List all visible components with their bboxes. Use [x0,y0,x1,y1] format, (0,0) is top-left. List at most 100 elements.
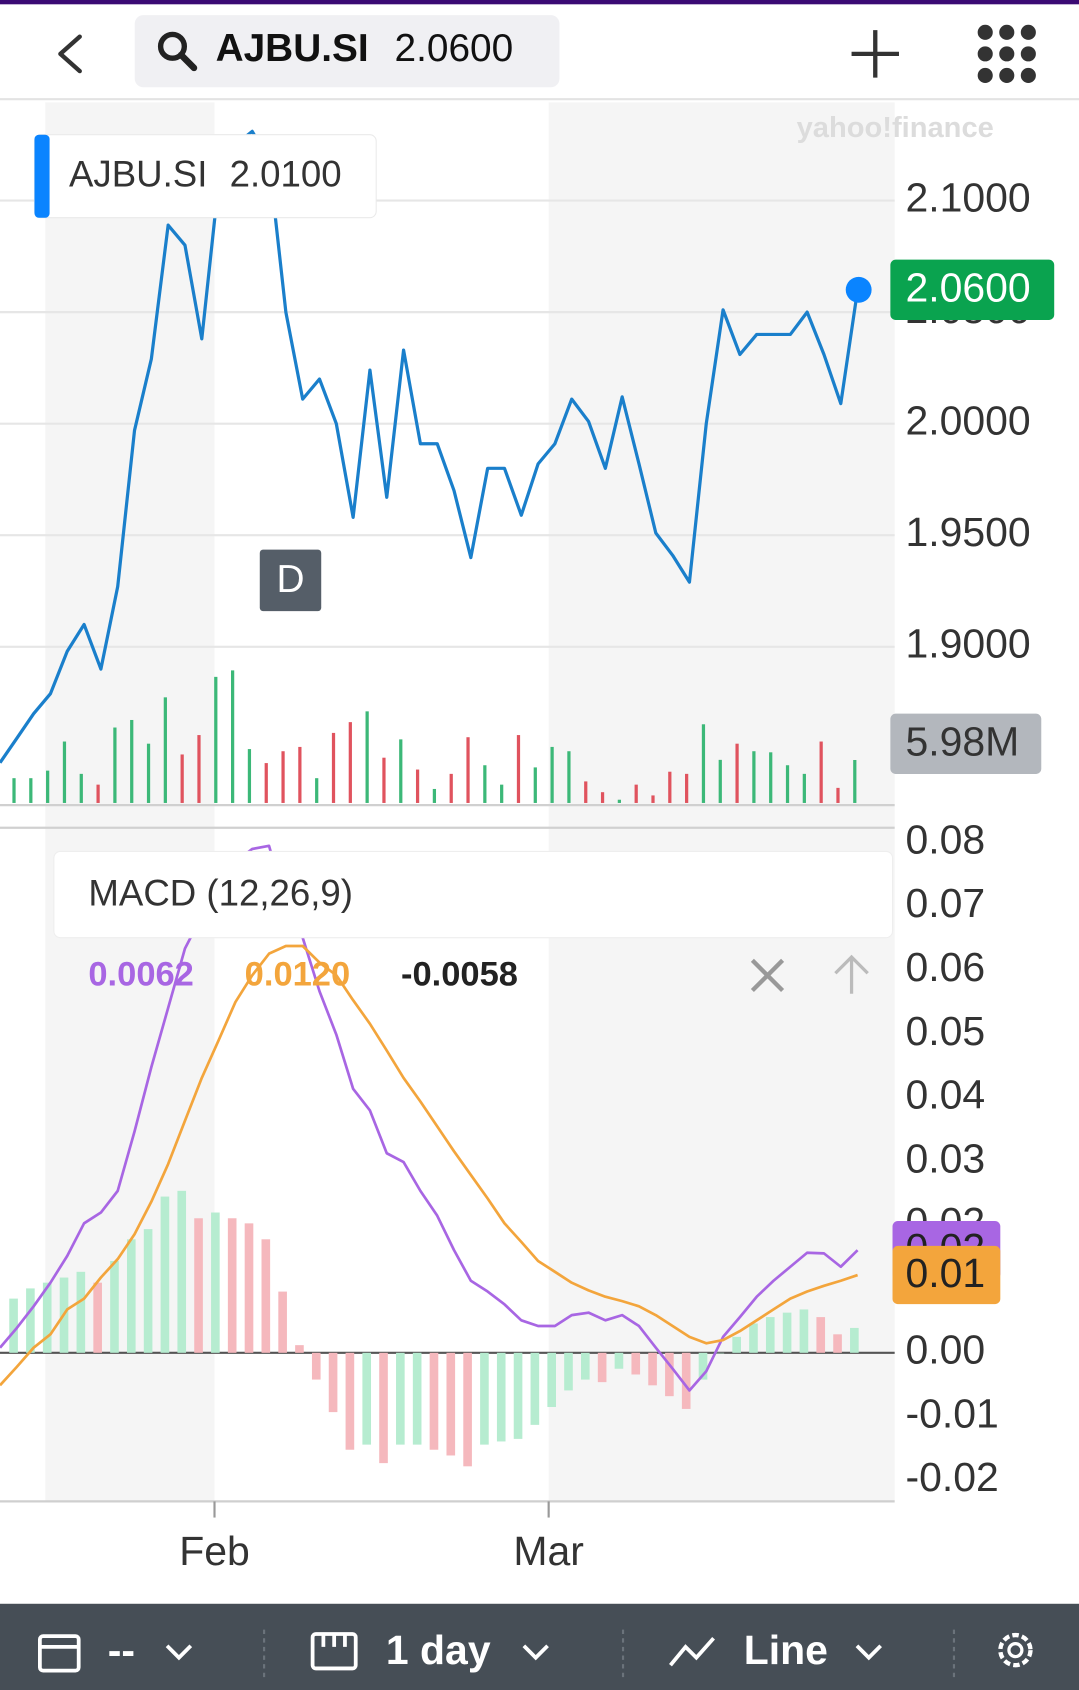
volume-bar [483,765,487,803]
volume-bar [46,770,50,803]
volume-bar [449,773,453,803]
volume-bar [769,752,773,803]
histogram-bar [42,1282,52,1353]
x-tick-label: Feb [179,1528,250,1574]
volume-bar [382,757,386,803]
volume-bar [130,719,134,803]
range-picker[interactable]: -- [37,1627,193,1673]
macd-value: 0.0062 [88,956,193,994]
y-tick-label: -0.02 [905,1454,998,1500]
chevron [855,1644,882,1661]
histogram-bar [850,1327,859,1353]
chevron [522,1644,549,1661]
add-button[interactable] [851,30,899,78]
histogram-bar [648,1352,657,1386]
header-price: 2.0600 [395,27,514,70]
header-symbol: AJBU.SI [216,27,369,70]
volume-bar [197,735,201,803]
y-tick-label: 0.07 [905,880,985,926]
histogram-bar [715,1352,725,1354]
gear-icon [1007,1642,1024,1659]
histogram-bar [765,1317,775,1353]
y-tick-label: 1.9000 [905,621,1030,667]
histogram-bar [26,1288,35,1353]
volume-bar [600,792,605,803]
interval-badge-text: D [276,558,304,601]
volume-badge [890,713,1042,775]
volume-bar [281,751,285,803]
histogram-bar [143,1229,153,1353]
volume-bar [836,787,840,803]
volume-bar [432,788,437,803]
signal-value: 0.0120 [245,956,350,994]
histogram-bar [530,1352,540,1425]
volume-bar [550,746,554,803]
histogram-bar [833,1334,842,1353]
search-field [134,15,560,88]
volume-bar [146,743,151,803]
style-picker[interactable]: Line [669,1627,882,1673]
histogram-bar [328,1352,338,1413]
status-edge [0,0,1079,5]
volume-bar [163,697,167,803]
volume-bar [348,722,352,803]
remove-indicator[interactable] [750,958,785,993]
style-value: Line [744,1627,828,1673]
histogram-bar [311,1352,321,1380]
volume-bar [718,759,722,803]
volume-bar [264,763,268,803]
y-tick-label: 2.0000 [905,397,1030,443]
histogram-bar [244,1223,254,1353]
tooltip-price: 2.0100 [230,153,342,194]
back-icon [58,34,82,74]
volume-bars [12,670,857,803]
last-price-label: 2.0600 [905,265,1030,311]
histogram-bar [211,1212,220,1353]
volume-bar [516,735,521,803]
histogram-bar [749,1323,758,1353]
histogram-bar [799,1309,809,1353]
back-button[interactable] [58,34,82,74]
interval-picker[interactable]: 1 day [310,1627,549,1673]
line-icon [669,1637,715,1667]
volume-bar [685,773,689,803]
volume-bar [735,743,739,803]
volume-bar [819,741,823,803]
volume-bar [785,765,790,803]
y-tick-label: 0.05 [905,1008,985,1054]
interval-value: 1 day [386,1627,491,1673]
y-tick-label: -0.01 [905,1390,998,1436]
volume-bar [802,773,806,803]
volume-bar [584,781,588,803]
menu-dot [999,67,1015,83]
tooltip-symbol: AJBU.SI [69,153,207,194]
volume-bar [331,732,336,803]
calendar-icon [37,1634,81,1673]
search-box[interactable]: AJBU.SI 2.0600 [134,15,560,88]
menu-dot [999,46,1015,62]
volume-bar [298,746,302,803]
apps-menu[interactable] [977,24,1036,83]
histogram-bar [194,1218,203,1353]
histogram-bar [665,1352,674,1397]
settings-button[interactable] [998,1632,1033,1668]
y-tick-label: 2.1000 [905,174,1030,220]
last-price-dot [845,276,872,303]
histogram-bar [597,1352,607,1383]
line-badge-label: 0.01 [905,1250,985,1296]
move-indicator[interactable] [834,954,869,994]
macd-legend-box [53,850,894,939]
volume-bar [113,727,117,803]
histogram-bar [278,1291,287,1353]
histogram-bar [681,1352,691,1409]
histogram-bar [732,1336,741,1353]
histogram-bar [480,1352,489,1445]
y-tick-label: 1.9500 [905,509,1030,555]
price-line [0,129,860,764]
histogram-bar [396,1352,405,1445]
macd-title: MACD (12,26,9) [88,872,353,913]
search-icon [157,31,188,61]
